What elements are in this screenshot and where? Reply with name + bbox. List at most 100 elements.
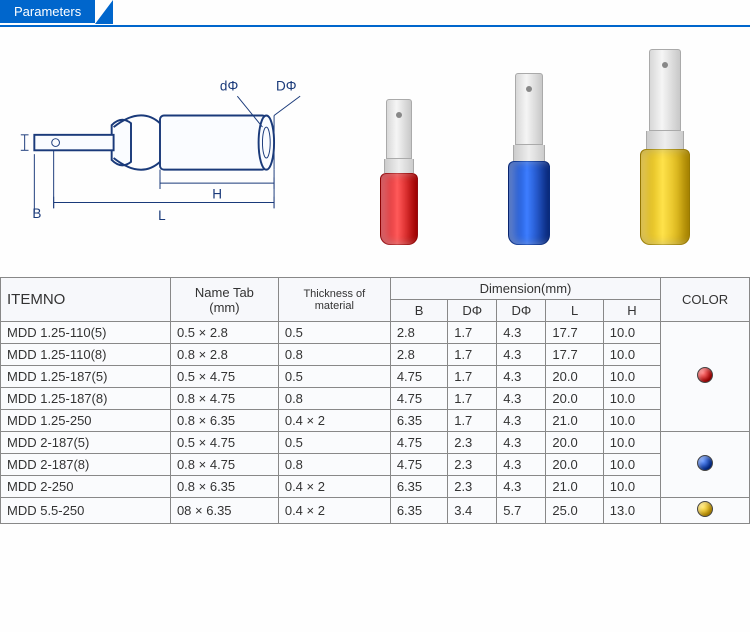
color-swatch-cell xyxy=(661,432,750,498)
table-row: MDD 1.25-110(5)0.5 × 2.80.52.81.74.317.7… xyxy=(1,322,750,344)
cell-L: 21.0 xyxy=(546,476,603,498)
color-swatch-cell xyxy=(661,498,750,524)
cell-B: 2.8 xyxy=(390,344,447,366)
col-dim-group: Dimension(mm) xyxy=(390,278,660,300)
cell-tab: 0.8 × 6.35 xyxy=(170,476,278,498)
cell-H: 13.0 xyxy=(603,498,660,524)
cell-D1: 2.3 xyxy=(448,432,497,454)
cell-tab: 0.5 × 2.8 xyxy=(170,322,278,344)
cell-D2: 4.3 xyxy=(497,366,546,388)
cell-thick: 0.5 xyxy=(278,366,390,388)
cell-B: 2.8 xyxy=(390,322,447,344)
cell-thick: 0.4 × 2 xyxy=(278,498,390,524)
dimension-diagram: DΦ dΦ B L H xyxy=(15,47,305,247)
cell-item: MDD 1.25-187(5) xyxy=(1,366,171,388)
cell-D1: 3.4 xyxy=(448,498,497,524)
col-color: COLOR xyxy=(661,278,750,322)
cell-H: 10.0 xyxy=(603,344,660,366)
cell-D1: 2.3 xyxy=(448,476,497,498)
spec-table: ITEMNO Name Tab(mm) Thickness ofmaterial… xyxy=(0,277,750,524)
section-banner: Parameters xyxy=(0,0,95,23)
table-row: MDD 2-2500.8 × 6.350.4 × 26.352.34.321.0… xyxy=(1,476,750,498)
cell-H: 10.0 xyxy=(603,454,660,476)
cell-tab: 0.8 × 4.75 xyxy=(170,388,278,410)
col-d1: DΦ xyxy=(448,300,497,322)
cell-B: 6.35 xyxy=(390,498,447,524)
cell-thick: 0.8 xyxy=(278,388,390,410)
col-b: B xyxy=(390,300,447,322)
svg-text:H: H xyxy=(212,187,222,202)
color-dot-red xyxy=(697,367,713,383)
cell-tab: 0.5 × 4.75 xyxy=(170,366,278,388)
table-row: MDD 1.25-110(8)0.8 × 2.80.82.81.74.317.7… xyxy=(1,344,750,366)
cell-D2: 4.3 xyxy=(497,410,546,432)
illustration-row: DΦ dΦ B L H xyxy=(0,27,750,277)
cell-D2: 4.3 xyxy=(497,432,546,454)
cell-H: 10.0 xyxy=(603,432,660,454)
cell-L: 17.7 xyxy=(546,322,603,344)
cell-L: 20.0 xyxy=(546,388,603,410)
cell-L: 25.0 xyxy=(546,498,603,524)
cell-B: 4.75 xyxy=(390,454,447,476)
cell-item: MDD 5.5-250 xyxy=(1,498,171,524)
col-d2: DΦ xyxy=(497,300,546,322)
color-dot-yellow xyxy=(697,501,713,517)
cell-D2: 4.3 xyxy=(497,388,546,410)
cell-thick: 0.5 xyxy=(278,432,390,454)
cell-tab: 0.8 × 4.75 xyxy=(170,454,278,476)
terminal-yellow xyxy=(640,49,690,245)
color-dot-blue xyxy=(697,455,713,471)
cell-L: 21.0 xyxy=(546,410,603,432)
col-thick: Thickness ofmaterial xyxy=(278,278,390,322)
cell-B: 6.35 xyxy=(390,476,447,498)
cell-D2: 4.3 xyxy=(497,476,546,498)
cell-D2: 5.7 xyxy=(497,498,546,524)
svg-text:L: L xyxy=(158,208,166,223)
cell-item: MDD 1.25-187(8) xyxy=(1,388,171,410)
cell-B: 6.35 xyxy=(390,410,447,432)
table-row: MDD 1.25-187(8)0.8 × 4.750.84.751.74.320… xyxy=(1,388,750,410)
cell-D1: 1.7 xyxy=(448,344,497,366)
cell-item: MDD 2-187(5) xyxy=(1,432,171,454)
svg-text:B: B xyxy=(32,206,41,221)
cell-D2: 4.3 xyxy=(497,344,546,366)
cell-D1: 1.7 xyxy=(448,322,497,344)
table-row: MDD 2-187(8)0.8 × 4.750.84.752.34.320.01… xyxy=(1,454,750,476)
cell-thick: 0.4 × 2 xyxy=(278,410,390,432)
cell-item: MDD 2-187(8) xyxy=(1,454,171,476)
terminal-photos xyxy=(335,49,735,245)
terminal-blue xyxy=(508,73,550,245)
cell-D2: 4.3 xyxy=(497,322,546,344)
svg-text:DΦ: DΦ xyxy=(276,78,297,93)
table-row: MDD 2-187(5)0.5 × 4.750.54.752.34.320.01… xyxy=(1,432,750,454)
cell-L: 17.7 xyxy=(546,344,603,366)
cell-tab: 0.8 × 6.35 xyxy=(170,410,278,432)
table-row: MDD 5.5-25008 × 6.350.4 × 26.353.45.725.… xyxy=(1,498,750,524)
cell-H: 10.0 xyxy=(603,388,660,410)
cell-D1: 1.7 xyxy=(448,366,497,388)
cell-B: 4.75 xyxy=(390,366,447,388)
cell-thick: 0.8 xyxy=(278,344,390,366)
cell-L: 20.0 xyxy=(546,454,603,476)
col-h: H xyxy=(603,300,660,322)
cell-thick: 0.8 xyxy=(278,454,390,476)
col-tab: Name Tab(mm) xyxy=(170,278,278,322)
cell-H: 10.0 xyxy=(603,322,660,344)
col-itemno: ITEMNO xyxy=(1,278,171,322)
cell-D1: 2.3 xyxy=(448,454,497,476)
cell-H: 10.0 xyxy=(603,410,660,432)
cell-tab: 08 × 6.35 xyxy=(170,498,278,524)
svg-text:dΦ: dΦ xyxy=(220,78,239,93)
cell-thick: 0.5 xyxy=(278,322,390,344)
cell-item: MDD 2-250 xyxy=(1,476,171,498)
cell-item: MDD 1.25-250 xyxy=(1,410,171,432)
cell-D1: 1.7 xyxy=(448,388,497,410)
cell-D1: 1.7 xyxy=(448,410,497,432)
terminal-red xyxy=(380,99,418,245)
cell-H: 10.0 xyxy=(603,476,660,498)
cell-L: 20.0 xyxy=(546,366,603,388)
cell-B: 4.75 xyxy=(390,432,447,454)
cell-item: MDD 1.25-110(8) xyxy=(1,344,171,366)
cell-tab: 0.5 × 4.75 xyxy=(170,432,278,454)
cell-item: MDD 1.25-110(5) xyxy=(1,322,171,344)
